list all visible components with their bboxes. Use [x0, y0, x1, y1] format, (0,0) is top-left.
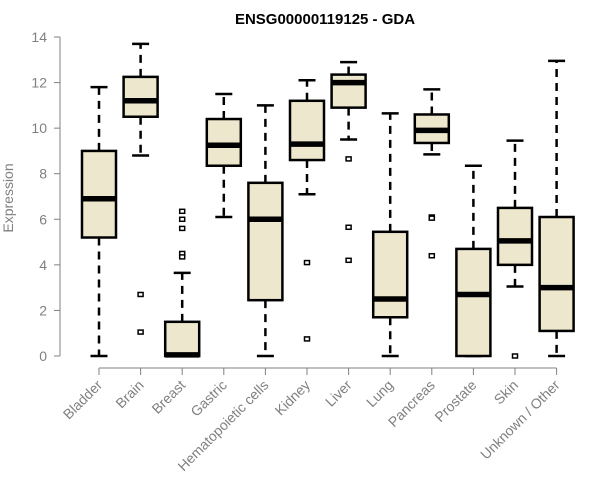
- iqr-box: [163, 320, 201, 358]
- x-tick-label: Bladder: [60, 377, 106, 423]
- x-tick-label: Brain: [112, 377, 146, 411]
- box-gastric: [205, 92, 243, 219]
- y-axis-label: Expression: [0, 163, 16, 232]
- outlier-point: [345, 257, 352, 264]
- iqr-box: [80, 149, 118, 239]
- outlier-point: [303, 259, 311, 266]
- outlier-point: [428, 215, 436, 221]
- y-tick-label: 0: [39, 348, 47, 364]
- x-tick-label: Kidney: [272, 377, 314, 419]
- outlier-point: [178, 225, 186, 232]
- outlier-point: [428, 252, 436, 259]
- y-tick-label: 6: [39, 211, 47, 227]
- outlier-point: [345, 156, 352, 162]
- box-breast: [163, 208, 201, 358]
- outlier-point: [345, 224, 352, 231]
- outlier-point: [303, 336, 311, 342]
- y-tick-label: 8: [39, 166, 47, 182]
- box-kidney: [288, 79, 326, 342]
- box-unknown-other: [538, 59, 575, 358]
- y-tick-label: 2: [39, 302, 47, 318]
- box-brain: [122, 42, 159, 335]
- box-bladder: [80, 85, 118, 358]
- outlier-point: [178, 208, 186, 215]
- x-tick-label: Breast: [148, 377, 188, 417]
- y-tick-label: 14: [31, 29, 47, 45]
- box-prostate: [455, 164, 492, 358]
- iqr-box: [538, 215, 575, 333]
- iqr-box: [330, 73, 367, 109]
- y-axis: 0 2 4 6 8 10 12 14: [31, 29, 61, 364]
- outlier-point: [137, 291, 144, 298]
- outlier-point: [137, 329, 144, 335]
- outlier-point: [178, 254, 186, 260]
- box-hematopoietic-cells: [247, 104, 284, 358]
- box-lung: [371, 112, 409, 358]
- iqr-box: [122, 75, 159, 118]
- iqr-box: [288, 99, 326, 162]
- iqr-box: [205, 117, 243, 167]
- y-tick-label: 10: [31, 120, 47, 136]
- outlier-point: [511, 353, 519, 359]
- x-tick-label: Lung: [363, 377, 396, 410]
- boxes-group: [80, 42, 575, 359]
- iqr-box: [247, 181, 284, 302]
- x-tick-label: Skin: [491, 377, 522, 408]
- y-tick-label: 4: [39, 257, 47, 273]
- box-liver: [330, 60, 367, 264]
- y-tick-label: 12: [31, 75, 47, 91]
- iqr-box: [496, 206, 534, 267]
- x-tick-label: Prostate: [431, 377, 479, 425]
- box-skin: [496, 139, 534, 359]
- iqr-box: [455, 247, 492, 358]
- box-pancreas: [413, 88, 451, 259]
- chart-title: ENSG00000119125 - GDA: [235, 11, 415, 28]
- iqr-box: [371, 230, 409, 319]
- outlier-point: [178, 216, 186, 223]
- x-tick-label: Liver: [322, 377, 355, 410]
- x-tick-label: Unknown / Other: [477, 377, 563, 463]
